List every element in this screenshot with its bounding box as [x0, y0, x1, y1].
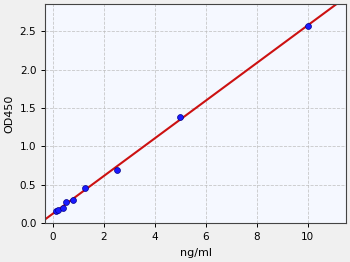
Y-axis label: OD450: OD450	[4, 95, 14, 133]
Point	[305, 24, 310, 28]
Point	[55, 208, 61, 212]
Point	[71, 198, 76, 203]
Point	[61, 206, 66, 211]
Point	[53, 209, 58, 213]
Point	[63, 199, 69, 204]
X-axis label: ng/ml: ng/ml	[180, 248, 212, 258]
Point	[177, 115, 183, 119]
Point	[82, 186, 88, 190]
Point	[114, 167, 119, 172]
